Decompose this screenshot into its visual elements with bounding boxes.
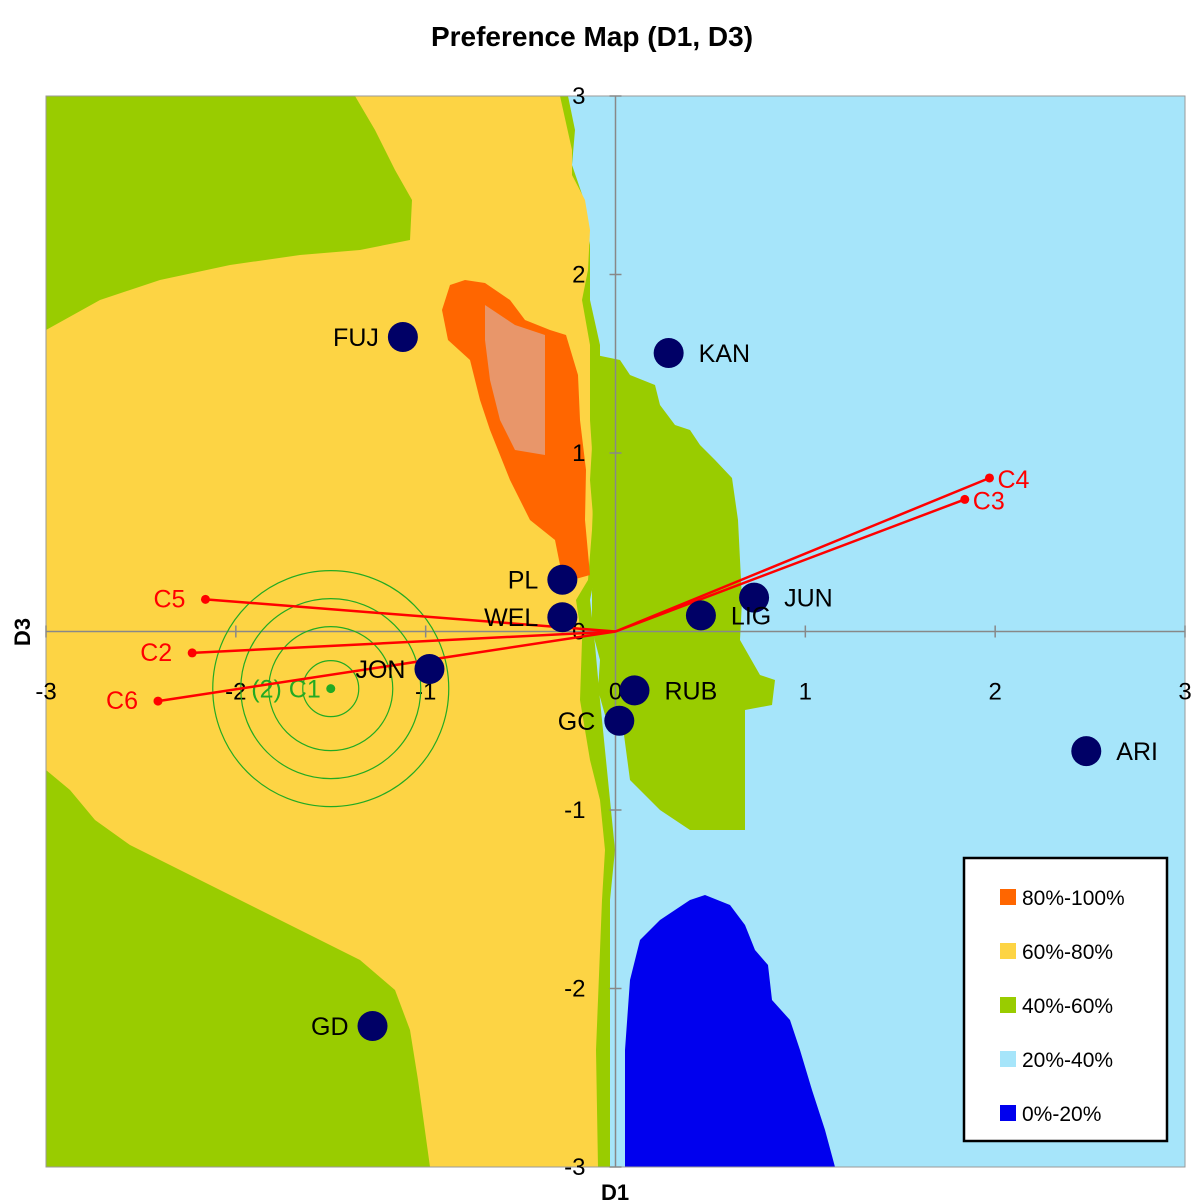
consumer-vector-label: C3: [973, 487, 1005, 515]
product-label: KAN: [699, 340, 750, 368]
x-tick-label: 1: [799, 679, 812, 706]
consumer-vector-tip: [187, 648, 197, 658]
consumer-vector-line: [157, 630, 616, 703]
consumer-vector-label: C4: [997, 466, 1029, 494]
ideal-point-contour: [268, 626, 394, 752]
product-marker: [1071, 736, 1102, 767]
product-label: GD: [311, 1013, 349, 1041]
product-label: GC: [558, 708, 596, 736]
product-marker: [357, 1010, 388, 1041]
x-tick-label: -3: [35, 679, 56, 706]
region-0-20: [625, 895, 835, 1167]
legend-label: 40%-60%: [1022, 995, 1113, 1018]
product-marker: [547, 564, 578, 595]
legend-swatch: [1000, 997, 1016, 1013]
legend-label: 80%-100%: [1022, 887, 1125, 910]
product-label: PL: [508, 567, 539, 595]
legend-label: 0%-20%: [1022, 1103, 1101, 1126]
product-marker: [387, 321, 418, 352]
legend: 80%-100% 60%-80% 40%-60% 20%-40% 0%-20%: [962, 856, 1169, 1143]
consumer-vector-tip: [153, 696, 163, 706]
consumer-vector-label: C5: [153, 585, 185, 613]
product-label: WEL: [484, 604, 538, 632]
consumer-vector-tip: [960, 494, 970, 504]
chart-title: Preference Map (D1, D3): [431, 21, 753, 52]
product-label: ARI: [1116, 738, 1158, 766]
y-axis-ticks: 3 2 1 0 -1 -2 -3: [564, 83, 622, 1181]
ideal-points: (2) C1: [212, 570, 450, 808]
consumer-vector-line: [615, 476, 990, 633]
products: FUJ KAN PL WEL JUN LIG JON RUB GC ARI GD: [311, 321, 1158, 1041]
product-marker: [619, 675, 650, 706]
y-tick-label: 2: [572, 262, 585, 289]
ideal-point-marker: [326, 684, 336, 694]
legend-swatch: [1000, 1051, 1016, 1067]
consumer-vector-line: [192, 630, 616, 655]
x-tick-label: 3: [1178, 679, 1191, 706]
legend-swatch: [1000, 889, 1016, 905]
region-80-100-core: [485, 305, 545, 455]
product-marker: [604, 705, 635, 736]
legend-items: 80%-100% 60%-80% 40%-60% 20%-40% 0%-20%: [1000, 887, 1125, 1126]
product-label: FUJ: [333, 324, 379, 352]
y-tick-label: -1: [564, 797, 585, 824]
ideal-point-contour: [302, 660, 360, 718]
legend-label: 20%-40%: [1022, 1049, 1113, 1072]
product-marker: [414, 653, 445, 684]
legend-label: 60%-80%: [1022, 941, 1113, 964]
y-tick-label: -2: [564, 976, 585, 1003]
product-marker: [685, 600, 716, 631]
legend-swatch: [1000, 943, 1016, 959]
y-tick-label: 3: [572, 83, 585, 110]
x-tick-label: -2: [225, 679, 246, 706]
ideal-point-label: (2) C1: [251, 676, 320, 704]
product-marker: [653, 338, 684, 369]
product-marker: [547, 602, 578, 633]
ideal-point-contour: [212, 570, 450, 808]
consumer-vector-label: C2: [140, 639, 172, 667]
product-label: JUN: [784, 585, 833, 613]
product-marker: [739, 582, 770, 613]
y-axis-title: D3: [10, 618, 35, 646]
consumer-vector-tip: [200, 594, 210, 604]
consumer-vector-line: [615, 498, 966, 633]
region-40-60-right: [590, 355, 775, 830]
consumer-vector-line: [205, 598, 616, 633]
legend-box: [962, 856, 1169, 1143]
x-axis-title: D1: [601, 1180, 629, 1204]
x-tick-label: 0: [609, 679, 622, 706]
product-label: RUB: [664, 677, 717, 705]
product-label: JON: [355, 656, 405, 684]
x-tick-label: 2: [988, 679, 1001, 706]
consumer-vector-label: C6: [106, 687, 138, 715]
consumer-vector-tip: [984, 473, 994, 483]
y-tick-label: 1: [572, 440, 585, 467]
product-label: LIG: [731, 602, 771, 630]
legend-swatch: [1000, 1105, 1016, 1121]
y-tick-label: -3: [564, 1154, 585, 1181]
